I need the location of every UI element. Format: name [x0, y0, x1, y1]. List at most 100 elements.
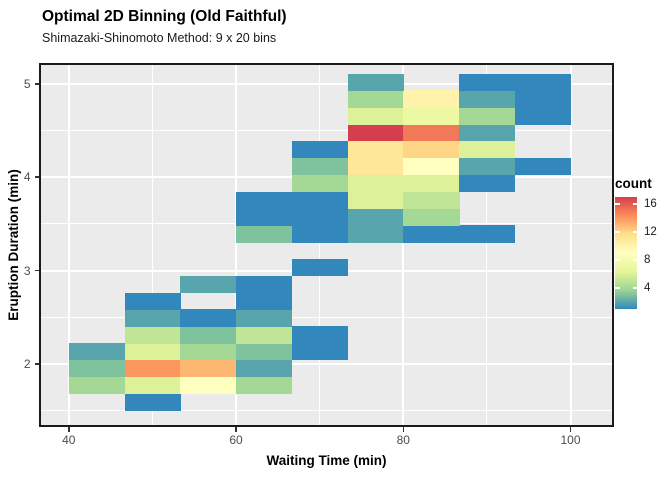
legend-tick-label: 16 [644, 197, 657, 210]
legend-tick-mark [632, 259, 637, 261]
heatmap-tile [236, 191, 293, 209]
heatmap-tile [236, 292, 293, 310]
heatmap-tile [403, 141, 460, 159]
heatmap-tile [180, 343, 237, 361]
heatmap-tile [124, 376, 181, 395]
chart-title: Optimal 2D Binning (Old Faithful) [42, 8, 287, 25]
y-tick-mark [34, 176, 39, 178]
heatmap-tile [403, 225, 460, 243]
heatmap-tile [124, 343, 181, 361]
heatmap-tile [403, 191, 460, 209]
heatmap-tile [403, 174, 460, 193]
heatmap-tile [514, 157, 571, 176]
legend: count 16 12 8 4 [615, 176, 672, 326]
legend-colorbar [615, 197, 637, 309]
x-tick-mark [68, 427, 70, 432]
heatmap-tile [291, 326, 348, 344]
x-axis-title: Waiting Time (min) [266, 453, 387, 468]
heatmap-tile [124, 359, 181, 378]
heatmap-tile [124, 292, 181, 310]
heatmap-tile [68, 359, 126, 378]
x-tick-mark [569, 427, 572, 432]
heatmap-tile [403, 107, 460, 125]
heatmap-tile [180, 359, 237, 378]
heatmap-tile [459, 174, 516, 193]
heatmap-tile [180, 376, 237, 395]
legend-title: count [615, 176, 652, 191]
x-tick-mark [235, 427, 237, 432]
legend-tick-mark [632, 203, 637, 205]
y-tick-mark [34, 83, 39, 85]
heatmap-tile [291, 343, 348, 361]
heatmap-tile [347, 225, 404, 243]
plot-panel [39, 63, 614, 427]
legend-tick-mark [615, 203, 620, 205]
heatmap-tile [291, 258, 348, 277]
gridline-y-major [39, 82, 614, 85]
heatmap-tile [347, 73, 404, 91]
legend-tick-label: 12 [644, 225, 657, 238]
legend-tick-mark [632, 287, 637, 289]
y-tick-mark [34, 269, 39, 272]
heatmap-tile [291, 157, 348, 176]
heatmap-tile [347, 174, 404, 193]
x-tick-mark [402, 427, 405, 432]
y-tick-label: 5 [23, 76, 31, 91]
heatmap-tile [124, 309, 181, 327]
y-tick-mark [34, 363, 39, 365]
legend-tick-mark [615, 287, 620, 289]
gridline-y-minor [39, 130, 614, 132]
heatmap-tile [459, 157, 516, 176]
heatmap-tile [236, 359, 293, 378]
legend-tick-label: 8 [644, 253, 651, 266]
heatmap-tile [347, 157, 404, 176]
legend-tick-mark [615, 259, 620, 261]
heatmap-tile [291, 225, 348, 243]
heatmap-tile [68, 376, 126, 395]
gridline-x-minor [151, 63, 153, 427]
heatmap-tile [291, 141, 348, 159]
heatmap-tile [347, 124, 404, 142]
heatmap-tile [124, 326, 181, 344]
heatmap-tile [459, 124, 516, 142]
chart-subtitle: Shimazaki-Shinomoto Method: 9 x 20 bins [42, 31, 277, 45]
heatmap-tile [236, 225, 293, 243]
y-tick-label: 4 [23, 170, 31, 185]
gridline-x-major [402, 63, 405, 427]
x-tick-label: 40 [62, 433, 76, 447]
heatmap-tile [459, 225, 516, 243]
heatmap-tile [124, 393, 181, 411]
gridline-x-major [67, 63, 70, 427]
heatmap-tile [236, 343, 293, 361]
heatmap-tile [236, 309, 293, 327]
heatmap-tile [180, 326, 237, 344]
heatmap-tile [236, 326, 293, 344]
heatmap-tile [459, 90, 516, 108]
y-tick-label: 2 [23, 356, 31, 371]
x-tick-label: 100 [560, 433, 581, 447]
heatmap-tile [514, 90, 571, 108]
heatmap-tile [180, 309, 237, 327]
heatmap-tile [180, 275, 237, 294]
gridline-x-major [235, 63, 238, 427]
heatmap-tile [236, 208, 293, 226]
heatmap-tile [459, 141, 516, 159]
legend-tick-mark [615, 231, 620, 233]
heatmap-tile [236, 275, 293, 294]
heatmap-tile [459, 73, 516, 91]
heatmap-tile [347, 208, 404, 226]
heatmap-tile [459, 107, 516, 125]
gridline-y-minor [39, 316, 614, 318]
heatmap-tile [347, 90, 404, 108]
heatmap-tile [291, 174, 348, 193]
heatmap-tile [291, 191, 348, 209]
heatmap-tile [403, 157, 460, 176]
heatmap-tile [347, 191, 404, 209]
gridline-y-minor [39, 409, 614, 411]
gridline-y-major [39, 362, 614, 365]
heatmap-tile [291, 208, 348, 226]
x-tick-label: 60 [229, 433, 243, 447]
gridline-x-major [569, 63, 572, 427]
y-axis-title: Eruption Duration (min) [6, 169, 21, 321]
